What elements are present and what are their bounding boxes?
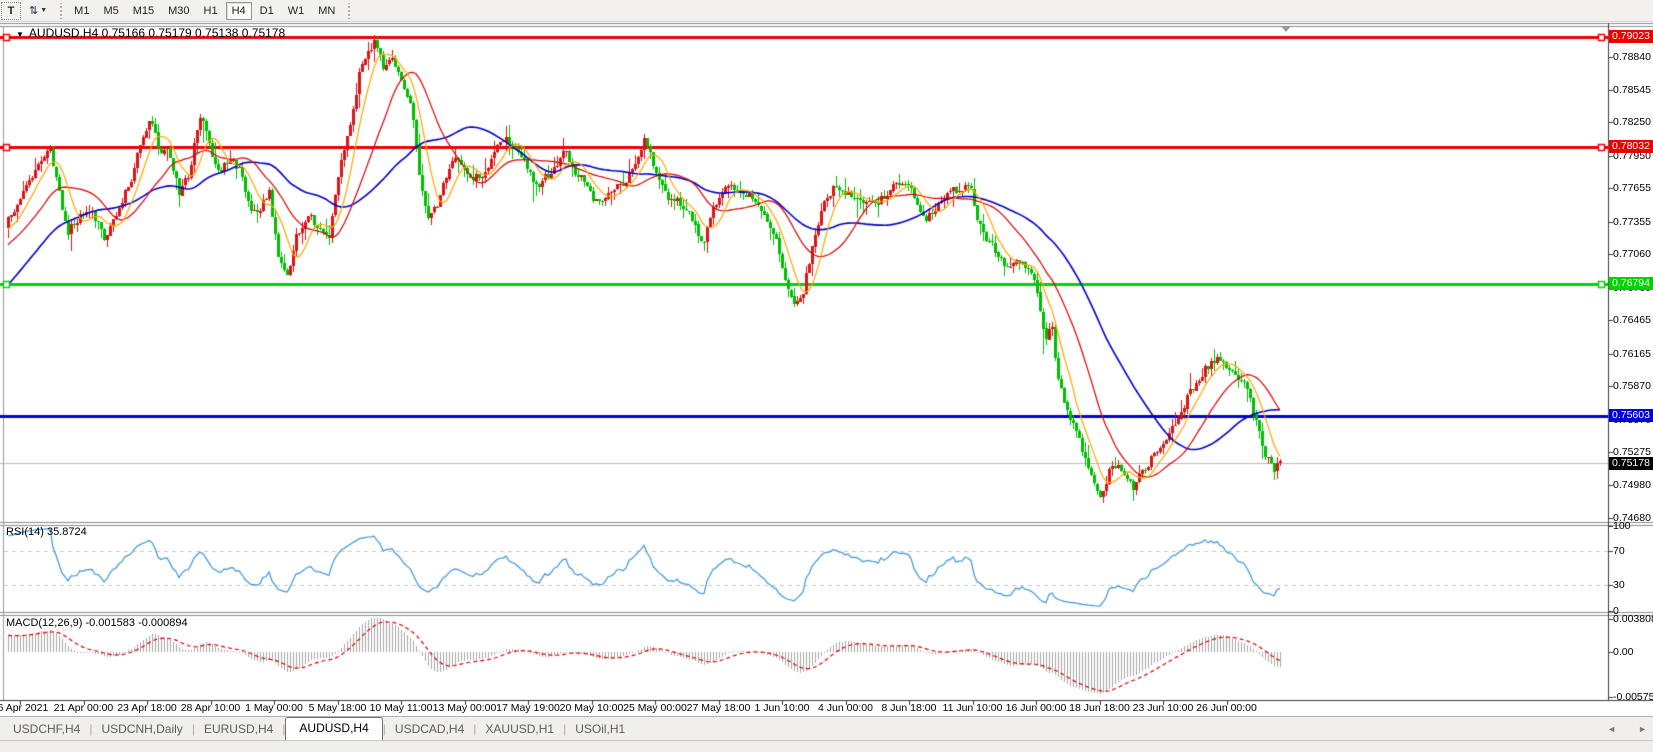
time-tick-label: 16 Jun 00:00	[1005, 702, 1067, 714]
tab-scroll-right-icon[interactable]: ►	[1638, 724, 1647, 734]
time-tick-label: 21 Apr 00:00	[53, 702, 114, 714]
price-tick-label: 0.77355	[1613, 215, 1651, 228]
price-tick-label: 0.78545	[1613, 83, 1651, 96]
tab-separator: |	[563, 722, 567, 736]
time-tick-label: 16 Apr 2021	[0, 702, 49, 714]
level-badge: 0.79023	[1609, 30, 1653, 44]
timeframe-button-group: M1 M5 M15 M30 H1 H4 D1 W1 MN	[67, 1, 342, 20]
time-tick-label: 27 May 18:00	[686, 702, 751, 714]
toolbar-separator	[58, 2, 64, 19]
level-badge: 0.76794	[1609, 277, 1653, 291]
toolbar: T ⇅ ▼ M1 M5 M15 M30 H1 H4 D1 W1 MN	[0, 0, 1653, 22]
status-strip	[0, 740, 1653, 752]
drawing-tool-icon: ⇅	[29, 5, 38, 17]
price-tick-label: 0.77655	[1613, 182, 1651, 195]
chart-tab-USDCAD-H4[interactable]: USDCAD,H4	[394, 722, 465, 736]
timeframe-button-H1[interactable]: H1	[203, 4, 218, 17]
time-tick-label: 23 Apr 18:00	[117, 702, 177, 714]
timeframe-button-M30[interactable]: M30	[168, 4, 190, 17]
price-tick-label: 0.76465	[1613, 314, 1651, 327]
macd-tick-label: -0.005757	[1613, 691, 1653, 703]
rsi-tick-label: 100	[1613, 519, 1631, 532]
timeframe-button-M15[interactable]: M15	[132, 4, 155, 17]
chart-tab-USDCHF-H4[interactable]: USDCHF,H4	[13, 722, 81, 736]
time-tick-label: 23 Jun 10:00	[1132, 702, 1194, 714]
time-tick-label: 1 Jun 10:00	[754, 702, 810, 714]
chart-tab-bar: USDCHF,H4 | USDCNH,Daily | EURUSD,H4 | AUDUSD,…	[0, 716, 1653, 740]
tab-separator: |	[282, 722, 286, 736]
tab-scroll-left-icon[interactable]: ◄	[1607, 724, 1617, 734]
rsi-indicator-label: RSI(14) 35.8724	[6, 526, 87, 538]
time-tick-label: 25 May 00:00	[623, 702, 687, 714]
price-tick-label: 0.78250	[1613, 116, 1651, 129]
time-tick-label: 5 May 18:00	[308, 702, 367, 714]
chart-tab-EURUSD-H4[interactable]: EURUSD,H4	[203, 722, 274, 736]
price-tick-label: 0.78840	[1613, 51, 1651, 63]
window-collapse-icon[interactable]: ▼	[16, 30, 24, 39]
chart-tabs: USDCHF,H4 | USDCNH,Daily | EURUSD,H4 | AUDUSD,…	[0, 717, 634, 740]
price-tick-label: 0.75870	[1613, 380, 1651, 393]
chart-title: ▼ AUDUSD,H4 0.75166 0.75179 0.75138 0.751…	[16, 26, 285, 40]
time-tick-label: 18 Jun 18:00	[1069, 702, 1130, 714]
time-tick-label: 13 May 00:00	[432, 702, 497, 714]
timeframe-button-MN[interactable]: MN	[318, 4, 336, 17]
rsi-tick-label: 70	[1613, 545, 1625, 557]
current-price-badge: 0.75178	[1609, 456, 1653, 470]
chart-shift-marker-icon[interactable]	[1281, 26, 1291, 32]
price-tick-label: 0.74980	[1613, 478, 1651, 491]
time-tick-label: 8 Jun 18:00	[881, 702, 937, 714]
chart-tab-USDCNH-Daily[interactable]: USDCNH,Daily	[101, 722, 183, 736]
macd-indicator-label: MACD(12,26,9) -0.001583 -0.000894	[6, 617, 188, 629]
level-badge: 0.78032	[1609, 140, 1653, 154]
rsi-tick-label: 0	[1613, 604, 1619, 617]
macd-tick-label: 0.003808	[1613, 612, 1653, 625]
time-tick-label: 10 May 11:00	[369, 702, 433, 714]
toolbar-separator	[346, 2, 352, 19]
chart-ohlc-values: 0.75166 0.75179 0.75138 0.75178	[101, 26, 286, 40]
price-tick-label: 0.75275	[1613, 446, 1651, 459]
chart-symbol-label: AUDUSD,H4	[28, 26, 99, 40]
dropdown-caret-icon[interactable]: ▼	[40, 7, 48, 14]
drawing-tool-button[interactable]: ⇅ ▼	[23, 2, 53, 20]
timeframe-button-M5[interactable]: M5	[103, 4, 119, 17]
timeframe-button-H4[interactable]: H4	[225, 1, 252, 20]
text-tool-button[interactable]: T	[1, 1, 21, 20]
time-tick-label: 20 May 10:00	[559, 702, 624, 714]
time-tick-label: 4 Jun 00:00	[818, 702, 873, 714]
price-tick-label: 0.76165	[1613, 347, 1651, 360]
time-tick-label: 26 Jun 00:00	[1196, 702, 1257, 714]
chart-area: ▼ AUDUSD,H4 0.75166 0.75179 0.75138 0.751…	[0, 22, 1653, 716]
tab-separator: |	[382, 722, 386, 736]
macd-tick-label: 0.00	[1613, 646, 1634, 658]
time-tick-label: 17 May 19:00	[496, 702, 560, 714]
timeframe-button-W1[interactable]: W1	[287, 4, 305, 17]
level-badge: 0.75603	[1609, 409, 1653, 423]
time-tick-label: 1 May 00:00	[245, 702, 303, 714]
tab-scroll-controls: ◄ ►	[1607, 724, 1647, 734]
chart-tab-AUDUSD-H4[interactable]: AUDUSD,H4	[285, 717, 383, 740]
timeframe-button-D1[interactable]: D1	[259, 4, 274, 17]
price-tick-label: 0.74680	[1613, 512, 1651, 525]
tab-separator: |	[89, 722, 93, 736]
tab-separator: |	[473, 722, 477, 736]
time-tick-label: 11 Jun 10:00	[942, 702, 1003, 714]
price-tick-label: 0.77060	[1613, 248, 1651, 261]
chart-tab-USOil-H1[interactable]: USOil,H1	[575, 722, 626, 736]
rsi-tick-label: 30	[1613, 579, 1625, 591]
time-tick-label: 28 Apr 10:00	[180, 702, 241, 714]
tab-separator: |	[191, 722, 195, 736]
timeframe-button-M1[interactable]: M1	[74, 4, 90, 17]
chart-tab-XAUUSD-H1[interactable]: XAUUSD,H1	[485, 722, 555, 736]
price-chart-canvas[interactable]	[0, 22, 1653, 716]
